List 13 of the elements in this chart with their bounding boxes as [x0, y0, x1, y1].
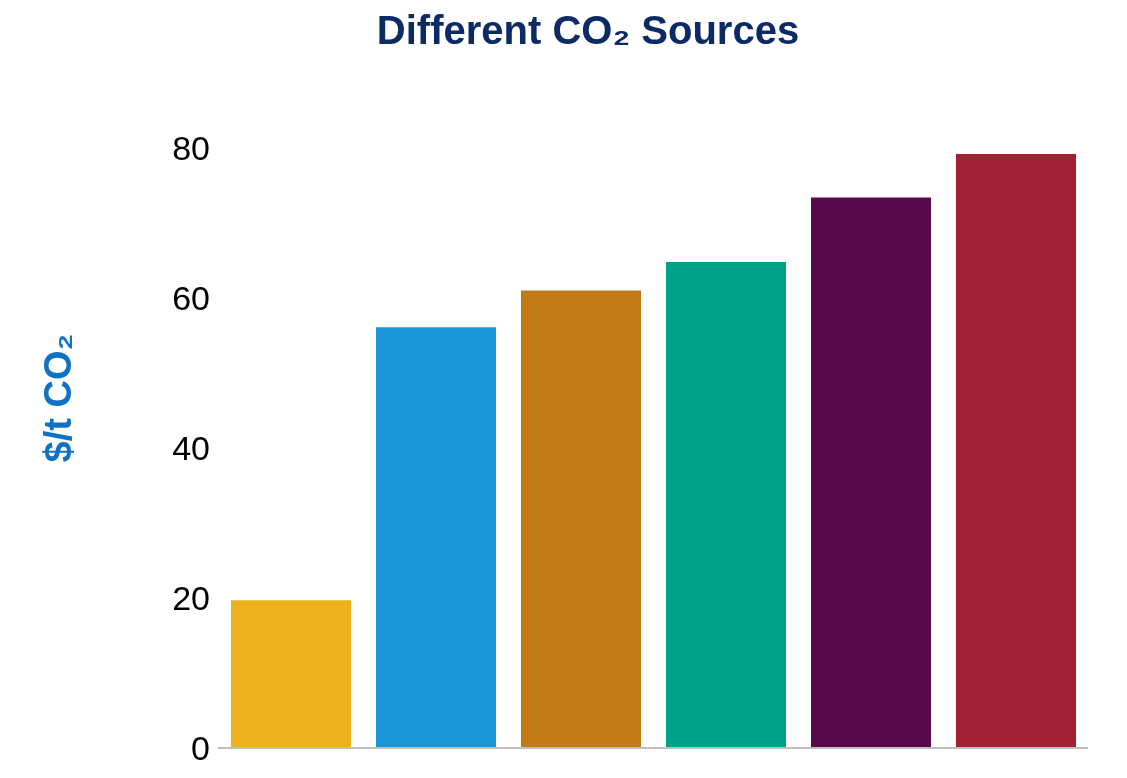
bar [521, 290, 641, 748]
bar [811, 197, 931, 748]
bar [666, 262, 786, 748]
bar [231, 600, 351, 748]
y-tick-label: 40 [172, 429, 210, 468]
y-tick-label: 20 [172, 579, 210, 618]
y-tick-label: 80 [172, 129, 210, 168]
y-axis-title: $/t CO₂ [36, 333, 80, 463]
bar [376, 327, 496, 748]
chart-title: Different CO₂ Sources [375, 8, 801, 53]
bar [956, 154, 1076, 748]
y-tick-label: 60 [172, 279, 210, 318]
y-tick-label: 0 [191, 729, 210, 768]
